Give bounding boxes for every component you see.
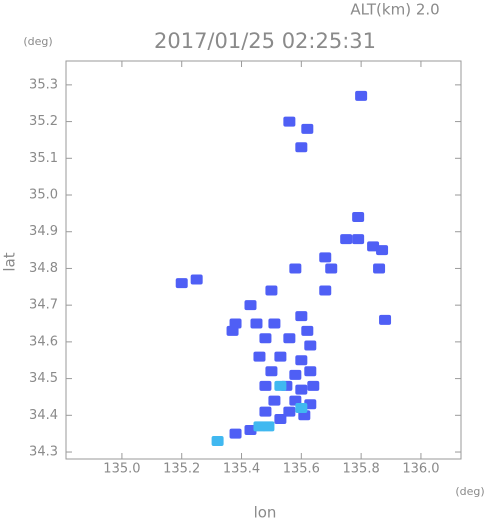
plot-frame xyxy=(65,60,462,460)
echo-cell xyxy=(268,318,281,329)
altitude-label: ALT(km) 2.0 xyxy=(350,1,439,19)
y-tick-label: 34.6 xyxy=(29,334,58,349)
echo-cell xyxy=(319,252,332,263)
echo-cell xyxy=(301,123,314,134)
echo-cell xyxy=(268,395,281,406)
echo-cell xyxy=(175,278,188,289)
echo-cell xyxy=(295,384,308,395)
y-tick-label: 35.1 xyxy=(29,151,58,166)
echo-cell xyxy=(283,116,296,127)
echo-cell xyxy=(352,234,365,245)
y-tick-label: 34.5 xyxy=(29,371,58,386)
y-unit: (deg) xyxy=(23,35,52,48)
echo-cell xyxy=(250,318,263,329)
echo-cell xyxy=(211,436,224,447)
y-tick-label: 35.3 xyxy=(29,77,58,92)
echo-cell xyxy=(325,263,338,274)
echo-cell xyxy=(253,351,266,362)
echo-cell xyxy=(352,212,365,223)
echo-cell xyxy=(244,300,257,311)
x-tick-label: 135.4 xyxy=(223,462,260,477)
echo-cell xyxy=(190,274,203,285)
echo-cell xyxy=(274,351,287,362)
echo-cell xyxy=(265,285,278,296)
echo-cell xyxy=(304,340,317,351)
echo-cell xyxy=(301,325,314,336)
echo-cell xyxy=(373,263,386,274)
echo-cell xyxy=(295,311,308,322)
echo-cell xyxy=(274,380,287,391)
echo-cell xyxy=(304,366,317,377)
chart-title: 2017/01/25 02:25:31 xyxy=(154,29,376,53)
echo-cell xyxy=(319,285,332,296)
echo-cell xyxy=(274,413,287,424)
y-tick-label: 34.9 xyxy=(29,224,58,239)
echo-cell xyxy=(379,314,392,325)
y-tick-label: 34.7 xyxy=(29,298,58,313)
echo-cell xyxy=(265,366,278,377)
echo-cell xyxy=(355,90,368,101)
echo-cell xyxy=(283,333,296,344)
echo-cell xyxy=(289,369,302,380)
echo-cell xyxy=(259,380,272,391)
x-tick-label: 135.8 xyxy=(343,462,380,477)
x-unit: (deg) xyxy=(455,485,484,498)
echo-cell xyxy=(283,406,296,417)
echo-cell xyxy=(376,245,389,256)
y-tick-label: 34.4 xyxy=(29,408,58,423)
echo-cell xyxy=(307,380,320,391)
y-axis-label: lat xyxy=(1,252,19,271)
echo-cell xyxy=(295,355,308,366)
y-tick-label: 35.0 xyxy=(29,188,58,203)
echo-cell xyxy=(340,234,353,245)
y-tick-label: 34.8 xyxy=(29,261,58,276)
echo-cell xyxy=(259,333,272,344)
x-axis-label: lon xyxy=(254,504,277,521)
echo-cell xyxy=(229,428,242,439)
echo-cell xyxy=(295,142,308,153)
y-tick-label: 35.2 xyxy=(29,114,58,129)
echo-cell xyxy=(289,263,302,274)
x-tick-label: 135.2 xyxy=(163,462,200,477)
echo-cell xyxy=(253,421,266,432)
echo-cell xyxy=(295,402,308,413)
echo-cell xyxy=(226,325,239,336)
y-tick-label: 34.3 xyxy=(29,445,58,460)
x-tick-label: 135.6 xyxy=(283,462,320,477)
x-tick-label: 136.0 xyxy=(402,462,439,477)
echo-cell xyxy=(259,406,272,417)
x-tick-label: 135.0 xyxy=(103,462,140,477)
